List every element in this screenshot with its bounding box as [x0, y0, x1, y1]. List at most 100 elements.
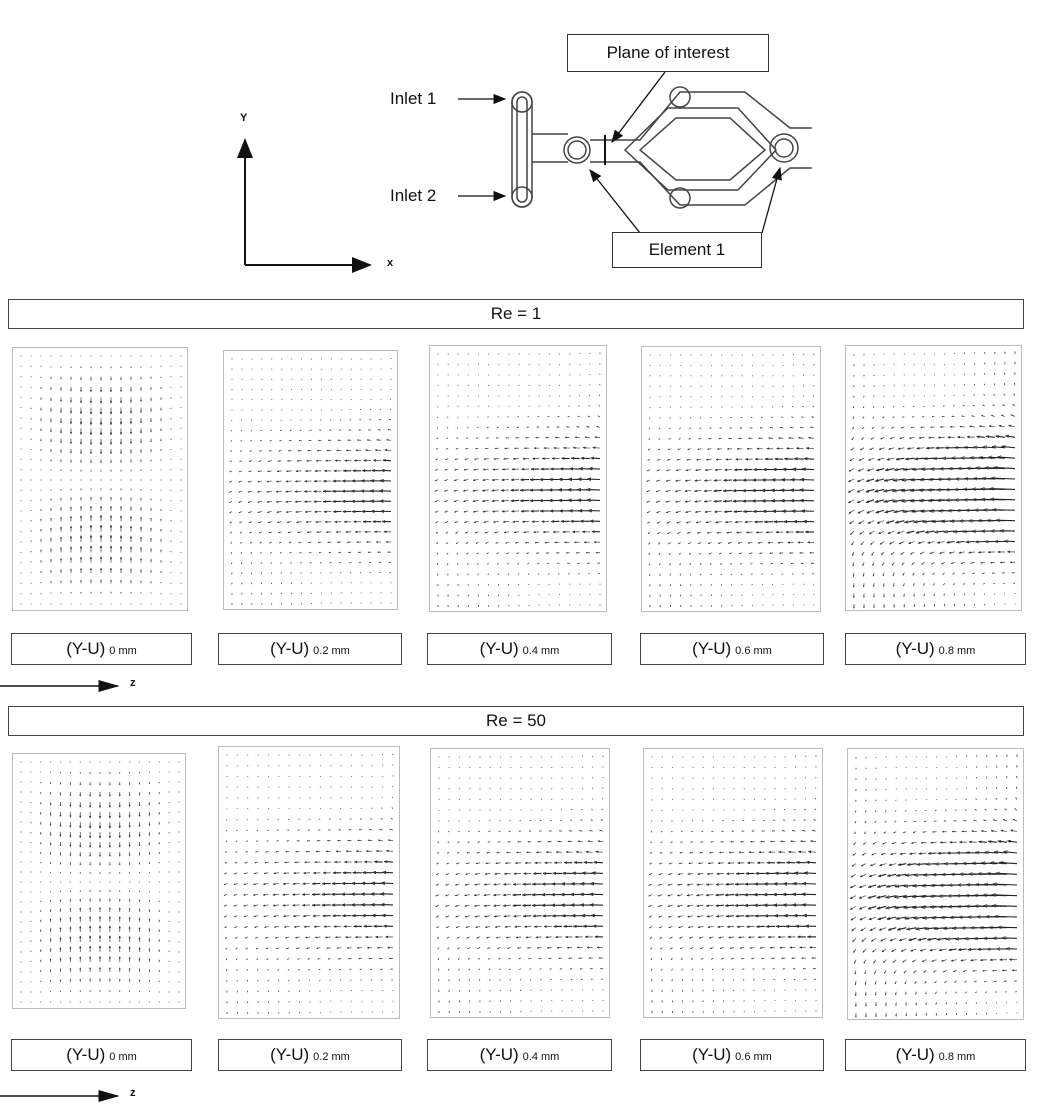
vector-arrowhead — [659, 595, 661, 598]
caption-main: (Y-U) — [479, 639, 519, 658]
vector-dot — [267, 754, 270, 756]
vector-arrowhead — [515, 552, 518, 554]
vector-arrowhead — [794, 530, 799, 534]
vector-arrowhead — [966, 435, 970, 439]
vector-arrowhead — [436, 542, 438, 545]
vector-arrowhead — [272, 882, 276, 886]
vector-dot — [943, 384, 946, 386]
vector-arrowhead — [109, 422, 113, 426]
vector-arrowhead — [572, 446, 576, 450]
vector-arrowhead — [282, 882, 286, 886]
vector-arrowhead — [314, 520, 318, 524]
vector-arrowhead — [129, 431, 133, 435]
vector-arrowhead — [918, 498, 924, 503]
vector-arrowhead — [870, 437, 873, 440]
vector-dot — [669, 375, 672, 377]
vector-arrowhead — [262, 904, 266, 907]
vector-arrowhead — [770, 488, 775, 493]
vector-arrowhead — [59, 908, 62, 911]
vector-arrowhead — [240, 542, 242, 544]
vector-arrowhead — [896, 531, 901, 534]
vector-arrowhead — [971, 487, 976, 492]
vector-arrowhead — [252, 904, 256, 907]
vector-arrowhead — [119, 400, 123, 404]
vector-arrow — [989, 487, 1016, 490]
vector-arrowhead — [119, 556, 123, 560]
vector-arrowhead — [129, 535, 133, 539]
vector-arrowhead — [293, 861, 297, 864]
vector-arrowhead — [336, 541, 339, 544]
vector-dot — [309, 754, 311, 756]
vector-dot — [70, 355, 72, 357]
vector-arrowhead — [982, 445, 987, 450]
vector-arrowhead — [59, 536, 63, 539]
vector-arrowhead — [298, 552, 301, 554]
vector-arrowhead — [902, 467, 908, 472]
vector-arrowhead — [361, 870, 366, 875]
vector-dot — [690, 364, 692, 367]
vector-arrow — [973, 446, 985, 449]
vector-arrowhead — [492, 468, 496, 471]
vector-arrowhead — [676, 521, 679, 524]
vector-arrowhead — [900, 488, 906, 493]
vector-arrowhead — [341, 881, 346, 886]
vector-dot — [690, 375, 692, 377]
vector-arrowhead — [876, 458, 881, 461]
vector-dot — [69, 881, 71, 883]
vector-dot — [569, 384, 571, 386]
vector-arrowhead — [119, 411, 123, 415]
vector-arrowhead — [656, 521, 659, 524]
vector-dot — [247, 807, 249, 810]
vector-arrow — [990, 477, 1016, 480]
vector-arrowhead — [575, 551, 578, 554]
vector-arrowhead — [974, 466, 980, 471]
vector-arrowhead — [510, 499, 514, 503]
vector-arrowhead — [256, 480, 260, 483]
caption-main: (Y-U) — [66, 639, 106, 658]
vector-dot — [261, 368, 263, 370]
vector-arrowhead — [929, 426, 933, 429]
vector-arrowhead — [770, 562, 772, 565]
vector-arrowhead — [434, 479, 437, 482]
vector-dot — [741, 354, 743, 356]
vector-arrowhead — [950, 456, 956, 461]
vector-arrow — [904, 520, 915, 524]
vector-arrowhead — [872, 585, 875, 588]
vector-dot — [257, 754, 259, 756]
caption-depth: 0.4 mm — [522, 645, 560, 657]
vector-arrowhead — [69, 956, 72, 960]
vector-arrowhead — [294, 500, 298, 503]
vector-arrowhead — [516, 563, 519, 565]
vector-arrowhead — [60, 378, 62, 380]
vector-arrowhead — [719, 427, 721, 429]
vector-arrowhead — [674, 479, 678, 482]
vector-arrowhead — [59, 957, 62, 960]
vector-arrowhead — [586, 498, 591, 503]
vector-arrowhead — [933, 594, 935, 597]
vector-arrowhead — [351, 509, 356, 514]
vector-arrowhead — [722, 489, 727, 493]
vector-arrowhead — [158, 813, 160, 816]
vector-arrowhead — [946, 508, 952, 513]
vector-arrowhead — [556, 562, 559, 565]
vector-arrowhead — [342, 871, 346, 875]
vector-arrowhead — [286, 460, 290, 462]
vector-dot — [330, 807, 332, 810]
vector-arrowhead — [366, 439, 369, 442]
vector-dot — [30, 479, 32, 481]
vector-dot — [488, 384, 490, 386]
vector-arrowhead — [288, 439, 291, 442]
vector-dot — [281, 409, 283, 411]
vector-arrowhead — [374, 449, 378, 452]
vector-arrowhead — [731, 488, 737, 493]
inlet-channel — [511, 91, 568, 208]
vector-arrowhead — [443, 489, 447, 492]
vector-arrowhead — [365, 541, 369, 544]
vector-arrowhead — [148, 803, 151, 806]
vector-arrowhead — [667, 542, 670, 545]
vector-arrowhead — [119, 515, 123, 518]
vector-arrowhead — [338, 429, 341, 431]
vector-dot — [371, 754, 373, 756]
vector-arrowhead — [687, 542, 690, 545]
vector-arrowhead — [98, 854, 102, 858]
